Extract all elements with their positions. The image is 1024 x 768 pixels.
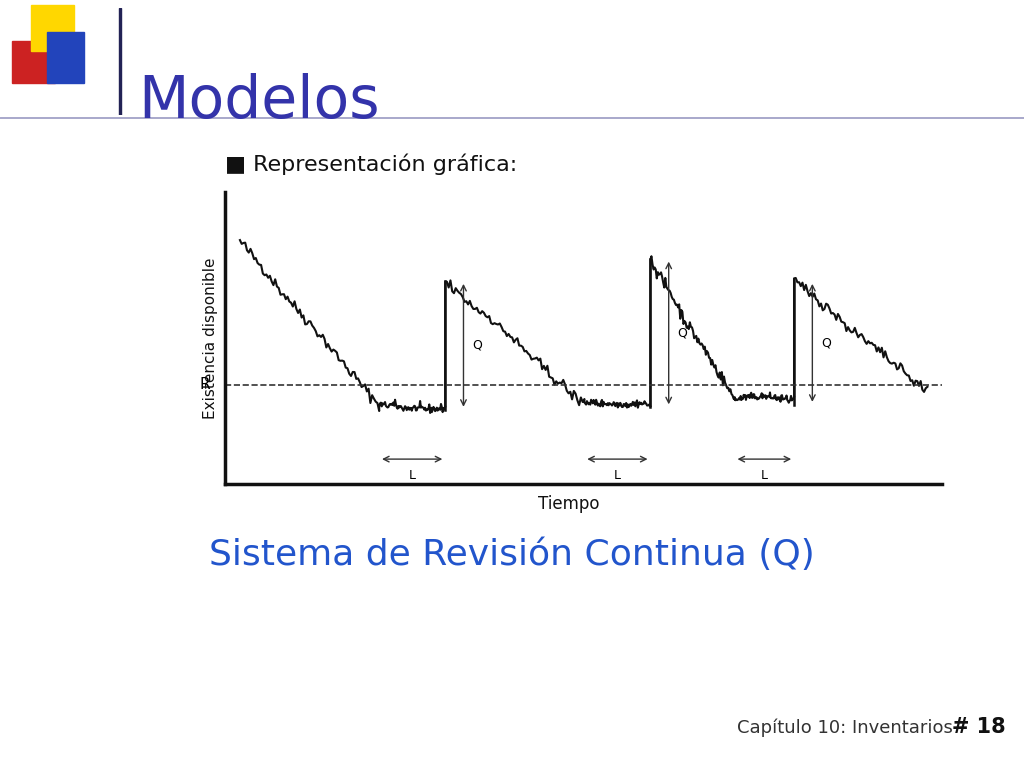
Text: L: L — [614, 469, 621, 482]
Bar — [12, 41, 55, 83]
Text: Capítulo 10: Inventarios: Capítulo 10: Inventarios — [737, 719, 953, 737]
Y-axis label: Existencia disponible: Existencia disponible — [204, 257, 218, 419]
Text: Modelos: Modelos — [138, 73, 380, 130]
Bar — [31, 5, 74, 51]
Text: Tiempo: Tiempo — [538, 495, 599, 513]
Text: Q: Q — [678, 326, 687, 339]
Text: Sistema de Revisión Continua (Q): Sistema de Revisión Continua (Q) — [209, 538, 815, 571]
Text: L: L — [409, 469, 416, 482]
Text: L: L — [761, 469, 768, 482]
Text: ■ Representación gráfica:: ■ Representación gráfica: — [225, 154, 517, 175]
Bar — [47, 32, 84, 83]
Bar — [119, 8, 122, 115]
Text: Q: Q — [821, 336, 831, 349]
Text: R: R — [200, 377, 211, 392]
Text: Q: Q — [472, 339, 482, 352]
Text: # 18: # 18 — [952, 717, 1006, 737]
